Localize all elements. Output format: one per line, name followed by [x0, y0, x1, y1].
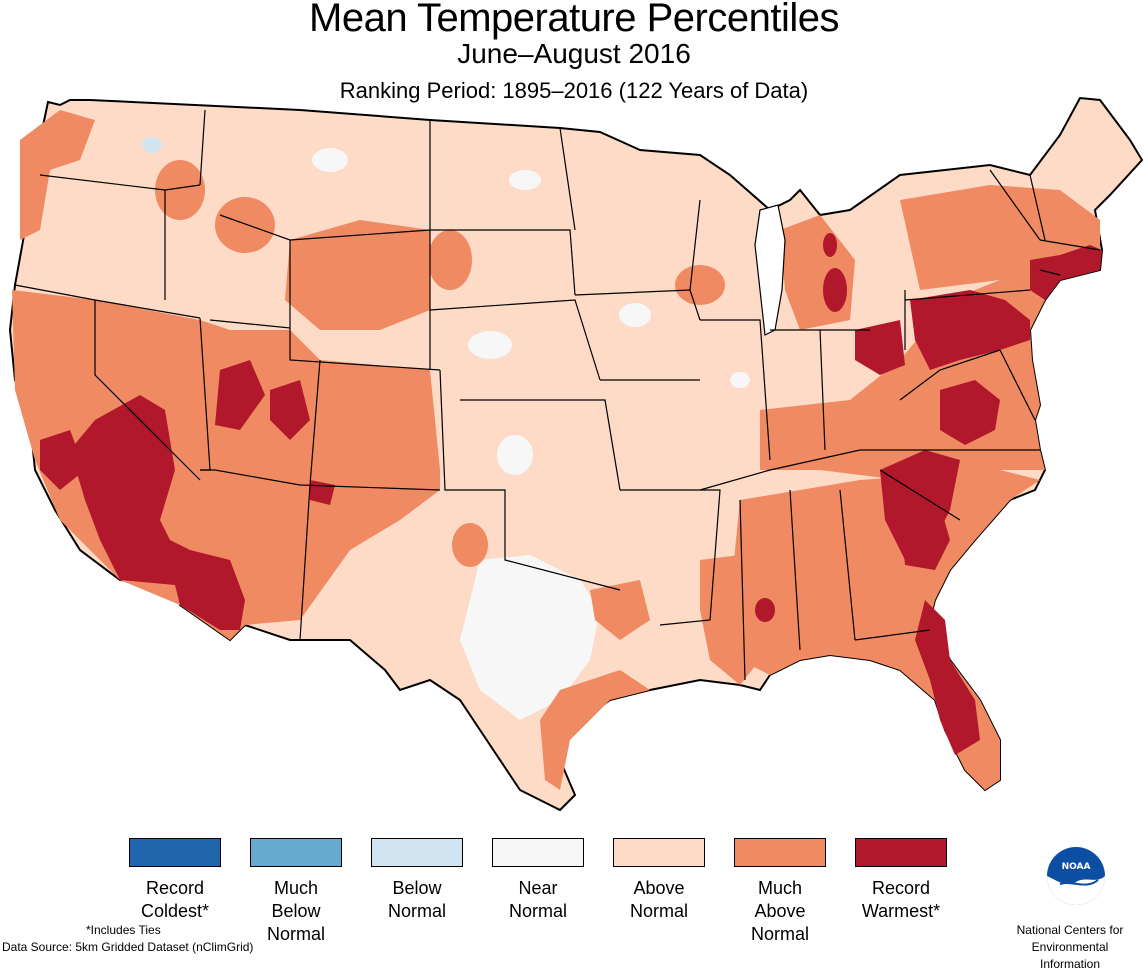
legend-item-record-warmest: Record Warmest* — [846, 838, 956, 923]
legend-swatch — [371, 838, 463, 867]
near-normal-regions — [312, 148, 750, 720]
agency-line-2: Environmental Information — [1031, 940, 1109, 971]
noaa-logo-text: NOAA — [1062, 862, 1091, 872]
legend-label: Much Above Normal — [750, 878, 809, 944]
legend-swatch — [492, 838, 584, 867]
legend-swatch — [855, 838, 947, 867]
data-source: Data Source: 5km Gridded Dataset (nClimG… — [2, 940, 254, 954]
legend-item-much-below-normal: Much Below Normal — [241, 838, 351, 946]
legend-item-below-normal: Below Normal — [362, 838, 472, 923]
state-boundaries — [14, 109, 1101, 681]
us-temperature-map — [8, 96, 1144, 812]
legend-swatch — [613, 838, 705, 867]
noaa-logo-icon: NOAA — [1047, 847, 1105, 905]
legend-swatch — [250, 838, 342, 867]
legend-swatch — [129, 838, 221, 867]
legend-label: Near Normal — [508, 878, 567, 921]
agency-line-1: National Centers for — [1016, 923, 1124, 937]
legend-item-record-coldest: Record Coldest* — [120, 838, 230, 923]
legend-item-much-above-normal: Much Above Normal — [725, 838, 835, 946]
legend-swatch — [734, 838, 826, 867]
legend-item-above-normal: Above Normal — [604, 838, 714, 923]
legend-label: Below Normal — [387, 878, 446, 921]
below-normal-region — [142, 137, 162, 153]
footnotes: *Includes Ties Data Source: 5km Gridded … — [2, 922, 253, 956]
legend-label: Much Below Normal — [266, 878, 325, 944]
legend-item-near-normal: Near Normal — [483, 838, 593, 923]
legend-label: Above Normal — [629, 878, 688, 921]
map-title: Mean Temperature Percentiles — [309, 0, 839, 40]
legend-label: Record Warmest* — [861, 878, 941, 921]
ranking-period: Ranking Period: 1895–2016 (122 Years of … — [339, 78, 809, 103]
ties-note: *Includes Ties — [86, 923, 161, 937]
map-subtitle: June–August 2016 — [457, 38, 691, 69]
agency-credit: National Centers for Environmental Infor… — [1000, 922, 1140, 973]
legend: Record Coldest* Much Below Normal Below … — [120, 838, 980, 948]
legend-label: Record Coldest* — [140, 878, 210, 921]
